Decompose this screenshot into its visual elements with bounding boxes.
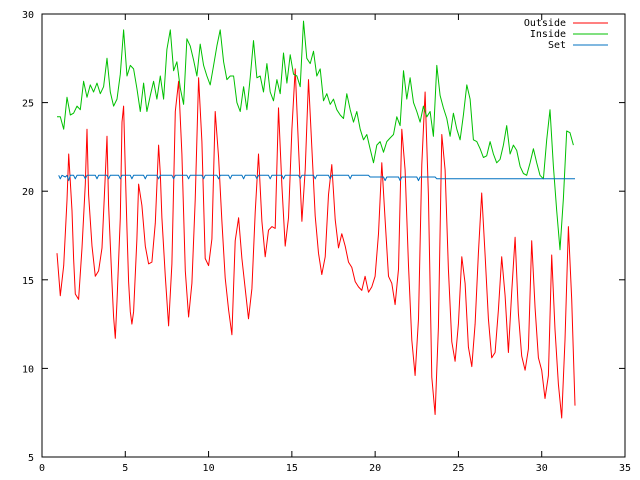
x-tick-label: 15 xyxy=(286,463,298,474)
x-tick-label: 5 xyxy=(122,463,128,474)
x-tick-label: 10 xyxy=(203,463,215,474)
x-tick-label: 30 xyxy=(536,463,548,474)
y-tick-label: 5 xyxy=(28,453,34,464)
legend-label-set: Set xyxy=(548,40,566,51)
x-tick-label: 35 xyxy=(619,463,631,474)
series-line-outside xyxy=(56,68,576,419)
y-tick-label: 25 xyxy=(22,99,34,110)
x-tick-label: 0 xyxy=(39,463,45,474)
series-line-set xyxy=(58,174,575,182)
legend-label-inside: Inside xyxy=(530,29,566,40)
y-tick-label: 10 xyxy=(22,364,34,375)
series-line-inside xyxy=(57,20,574,251)
legend-label-outside: Outside xyxy=(524,18,566,29)
x-tick-label: 25 xyxy=(452,463,464,474)
plot-area xyxy=(56,20,576,419)
y-tick-label: 20 xyxy=(22,187,34,198)
y-tick-label: 15 xyxy=(22,276,34,287)
x-tick-label: 20 xyxy=(369,463,381,474)
y-tick-label: 30 xyxy=(22,10,34,21)
plot-frame xyxy=(41,13,626,458)
